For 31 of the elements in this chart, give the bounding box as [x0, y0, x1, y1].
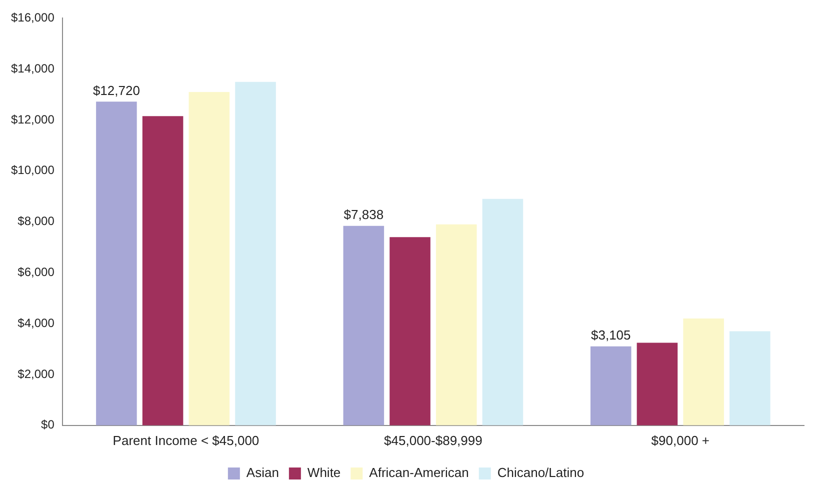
legend-label: Asian — [246, 465, 279, 480]
y-tick-label: $6,000 — [18, 265, 55, 280]
y-tick-label: $12,000 — [10, 112, 55, 126]
x-tick-label: $45,000-$89,999 — [384, 432, 482, 448]
x-tick-label: $90,000 + — [651, 432, 710, 448]
bar — [188, 92, 230, 426]
legend-label: African-American — [369, 465, 469, 480]
bar — [636, 342, 678, 426]
bar — [590, 346, 632, 426]
bar — [142, 116, 184, 426]
bar — [482, 198, 524, 426]
bar — [730, 331, 770, 426]
bar — [683, 318, 724, 426]
bar — [96, 102, 137, 426]
data-label: $12,720 — [92, 82, 140, 98]
y-tick-label: $4,000 — [18, 316, 55, 330]
legend-label: White — [307, 465, 341, 480]
y-tick-label: $16,000 — [10, 10, 55, 25]
bar — [235, 82, 276, 426]
data-label: $3,105 — [590, 327, 631, 342]
y-tick-label: $10,000 — [10, 163, 55, 178]
y-tick-label: $0 — [41, 418, 55, 432]
x-tick-label: Parent Income < $45,000 — [112, 432, 260, 448]
data-label: $7,838 — [344, 207, 384, 222]
y-tick-label: $14,000 — [10, 61, 55, 76]
bar — [390, 237, 430, 426]
bar — [343, 226, 384, 426]
y-tick-label: $8,000 — [18, 214, 55, 228]
y-tick-label: $2,000 — [18, 366, 55, 381]
legend-label: Chicano/Latino — [497, 465, 584, 480]
bar — [436, 224, 477, 426]
